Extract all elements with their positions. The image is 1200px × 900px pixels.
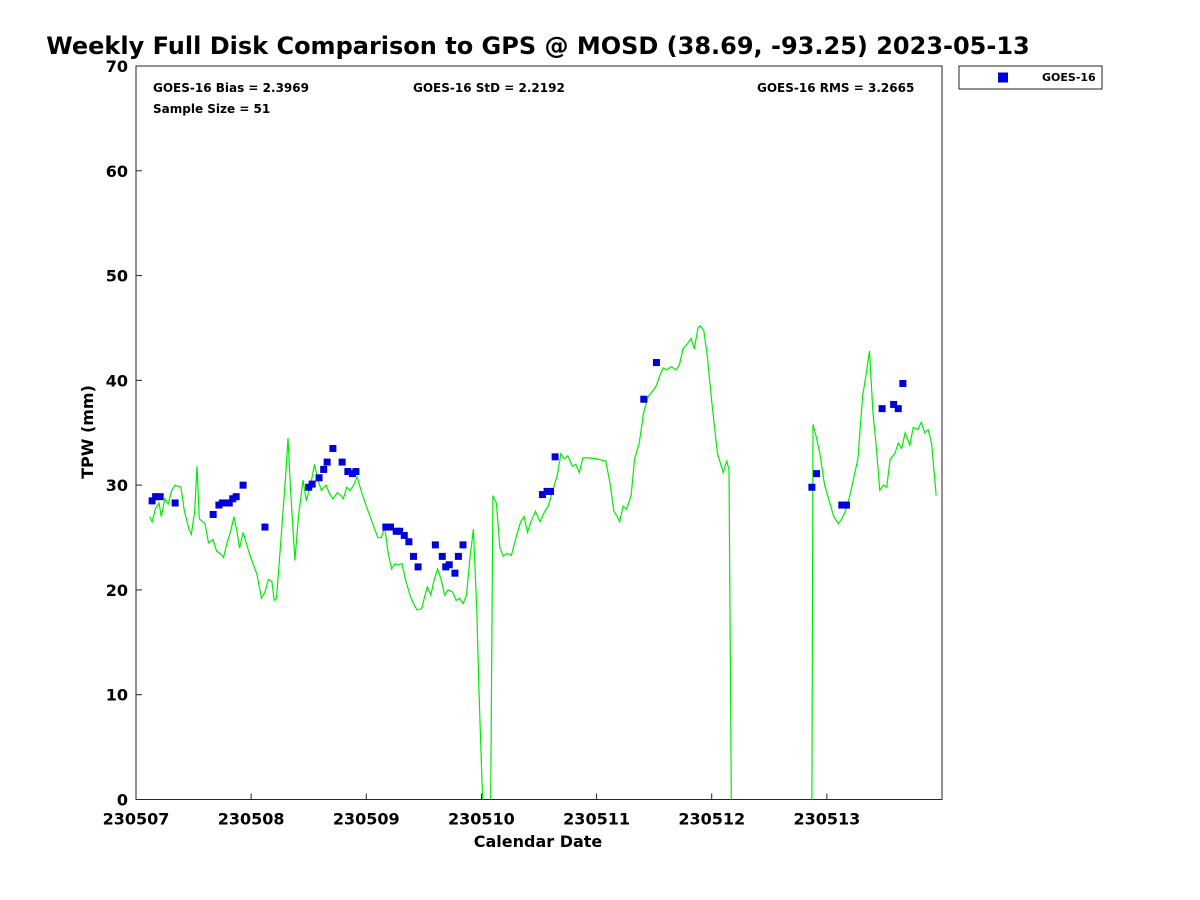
goes-16-point	[261, 523, 269, 531]
goes-16-point	[152, 493, 160, 501]
goes-16-point	[894, 405, 902, 413]
goes-16-point	[209, 510, 217, 518]
goes-16-point	[459, 541, 467, 549]
x-tick-label: 230509	[333, 810, 400, 829]
bias-stat: GOES-16 Bias = 2.3969	[153, 81, 309, 95]
x-tick-label: 230507	[103, 810, 170, 829]
goes-16-point	[414, 563, 422, 571]
goes-16-point	[156, 493, 164, 501]
y-tick-label: 60	[106, 162, 128, 181]
goes-16-point	[547, 487, 555, 495]
goes-16-point	[171, 499, 179, 507]
goes-16-point	[308, 480, 316, 488]
goes-16-point	[451, 569, 459, 577]
y-axis: 0 10 20 30 40 50 60 70	[106, 57, 142, 810]
goes-16-point	[225, 499, 233, 507]
goes-16-point	[438, 552, 446, 560]
x-axis: 230507 230508 230509 230510 230511 230512 2305…	[103, 793, 860, 829]
goes-16-point	[899, 380, 907, 388]
x-tick-label: 230510	[448, 810, 515, 829]
y-tick-label: 0	[117, 791, 128, 810]
goes-16-point	[239, 481, 247, 489]
goes-16-point	[808, 483, 816, 491]
goes-16-point	[405, 538, 413, 546]
x-axis-label: Calendar Date	[474, 832, 603, 851]
goes-16-point	[315, 474, 323, 482]
goes-16-point	[344, 468, 352, 476]
x-tick-label: 230511	[563, 810, 630, 829]
legend-box	[958, 65, 1103, 90]
std-stat: GOES-16 StD = 2.2192	[413, 81, 565, 95]
goes-16-point	[400, 531, 408, 539]
gps-line	[149, 325, 937, 800]
goes-16-point	[396, 527, 404, 535]
goes-16-point	[338, 458, 346, 466]
y-tick-label: 10	[106, 686, 128, 705]
gps-series-line	[149, 325, 937, 800]
goes-16-point	[320, 465, 328, 473]
goes-16-point	[551, 453, 559, 461]
y-tick-label: 50	[106, 267, 128, 286]
x-tick-label: 230513	[793, 810, 860, 829]
goes-16-point	[812, 470, 820, 478]
y-tick-label: 40	[106, 371, 128, 390]
y-tick-label: 30	[106, 476, 128, 495]
legend-label-goes-16: GOES-16	[1042, 71, 1096, 84]
goes-16-point	[148, 497, 156, 505]
legend-marker-goes-16	[998, 72, 1008, 83]
goes-16-point	[640, 395, 648, 403]
y-tick-label: 70	[106, 57, 128, 76]
goes-16-series	[148, 359, 907, 577]
goes-16-point	[538, 491, 546, 499]
goes-16-point	[409, 552, 417, 560]
goes-16-point	[652, 359, 660, 367]
goes-16-point	[352, 468, 360, 476]
legend: GOES-16	[958, 65, 1103, 90]
goes-16-point	[323, 458, 331, 466]
goes-16-point	[445, 561, 453, 569]
goes-16-point	[232, 493, 240, 501]
x-tick-label: 230512	[678, 810, 745, 829]
goes-16-point	[890, 400, 898, 408]
goes-16-point	[431, 541, 439, 549]
goes-16-point	[842, 501, 850, 509]
chart-title: Weekly Full Disk Comparison to GPS @ MOS…	[46, 32, 1029, 60]
rms-stat: GOES-16 RMS = 3.2665	[757, 81, 914, 95]
y-axis-label: TPW (mm)	[78, 385, 97, 479]
goes-16-point	[454, 552, 462, 560]
goes-16-point	[329, 444, 337, 452]
goes-16-point	[382, 523, 390, 531]
y-tick-label: 20	[106, 581, 128, 600]
x-tick-label: 230508	[218, 810, 285, 829]
goes-16-point	[878, 405, 886, 413]
plot-area	[135, 65, 943, 800]
goes-16-point	[386, 523, 394, 531]
sample-size-stat: Sample Size = 51	[153, 102, 270, 116]
goes-16-point	[838, 501, 846, 509]
